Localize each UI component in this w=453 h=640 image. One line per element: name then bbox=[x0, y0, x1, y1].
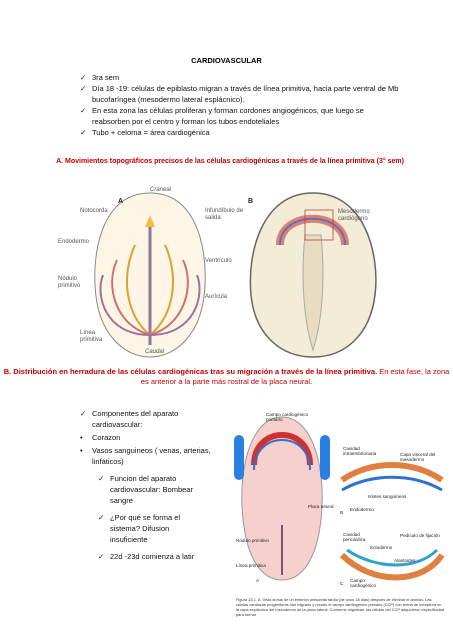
figure-label: Capa visceral del mesodermo bbox=[400, 452, 436, 463]
figure-label: Endodermo bbox=[350, 507, 374, 512]
figure-label: Línea primitiva bbox=[236, 563, 266, 568]
dot-item: Vasos sanguineos ( venas, arterias, linf… bbox=[80, 445, 217, 467]
bullet: Tubo + celoma = área cardiogénica bbox=[80, 127, 402, 138]
bullet: En esta zona las células proliferan y fo… bbox=[80, 105, 402, 127]
caption-a: A. Movimientos topográficos precisos de … bbox=[56, 158, 404, 165]
figure-label: Cavidad intraembrionaria bbox=[343, 446, 377, 457]
caption-b-bold: B. Distribución en herradura de las célu… bbox=[3, 367, 378, 376]
figure-a bbox=[94, 192, 377, 358]
figure-label: Infundíbulo de salida bbox=[205, 208, 244, 221]
figure-label: Campo cardiogénico primario bbox=[266, 412, 309, 423]
figure-label: Endodermo bbox=[58, 239, 90, 245]
figure-label: Nódulo primitivo bbox=[236, 538, 269, 543]
figure-label: Nódulo primitivo bbox=[58, 276, 81, 289]
figure-label: Craneal bbox=[150, 187, 172, 193]
figure-label: Aurícula bbox=[205, 294, 228, 300]
figure-label: Ventrículo bbox=[205, 258, 232, 264]
bullet: 3ra sem bbox=[80, 72, 402, 83]
intro-list: 3ra semDía 18 -19: células de epiblasto … bbox=[80, 72, 402, 138]
figure-label: Cavidad pericárdica bbox=[343, 532, 366, 543]
sub-check-item: Funcion del aparato cardiovascular: Bomb… bbox=[98, 473, 200, 506]
figure-label: Notocorda bbox=[80, 208, 108, 214]
figure-b bbox=[234, 416, 445, 581]
figure-label: C bbox=[340, 581, 344, 586]
figure-label: Línea primitiva bbox=[80, 330, 103, 343]
figure-label: Pedículo de fijación bbox=[400, 533, 440, 538]
figure-label: Mesodermo cardiógeno bbox=[338, 209, 370, 222]
figure-label: A bbox=[256, 578, 260, 583]
components-list: Componentes del aparato cardiovascular: C… bbox=[80, 408, 217, 562]
figure-label: A bbox=[118, 198, 124, 205]
sub-check-item: ¿Por qué se forma el sistema? Difusion i… bbox=[98, 512, 200, 545]
sub-check-item: 22d -23d comienza a latir bbox=[98, 551, 200, 562]
dot-item: Corazon bbox=[80, 432, 217, 443]
figure-label: B bbox=[248, 198, 254, 205]
figure-label: Ectodermo bbox=[370, 545, 393, 550]
bullet: Día 18 -19: células de epiblasto migran … bbox=[80, 83, 402, 105]
figure-label: Campo cardiogénico bbox=[350, 578, 377, 589]
check-item: Componentes del aparato cardiovascular: bbox=[80, 408, 217, 430]
figure-caption: Figura 13-1. A. Vista dorsal de un embri… bbox=[236, 597, 444, 617]
figure-label: Placa neural bbox=[308, 504, 334, 509]
caption-b: B. Distribución en herradura de las célu… bbox=[0, 367, 453, 387]
title: CARDIOVASCULAR bbox=[191, 56, 262, 65]
caption-b-text: En esta fase, la zona es anterior a la p… bbox=[140, 367, 450, 386]
figure-label: B bbox=[340, 510, 344, 515]
figure-label: Caudal bbox=[145, 349, 165, 355]
figure-label: Islotes sanguíneos bbox=[368, 494, 407, 499]
figure-label: Alantoides bbox=[394, 558, 416, 563]
